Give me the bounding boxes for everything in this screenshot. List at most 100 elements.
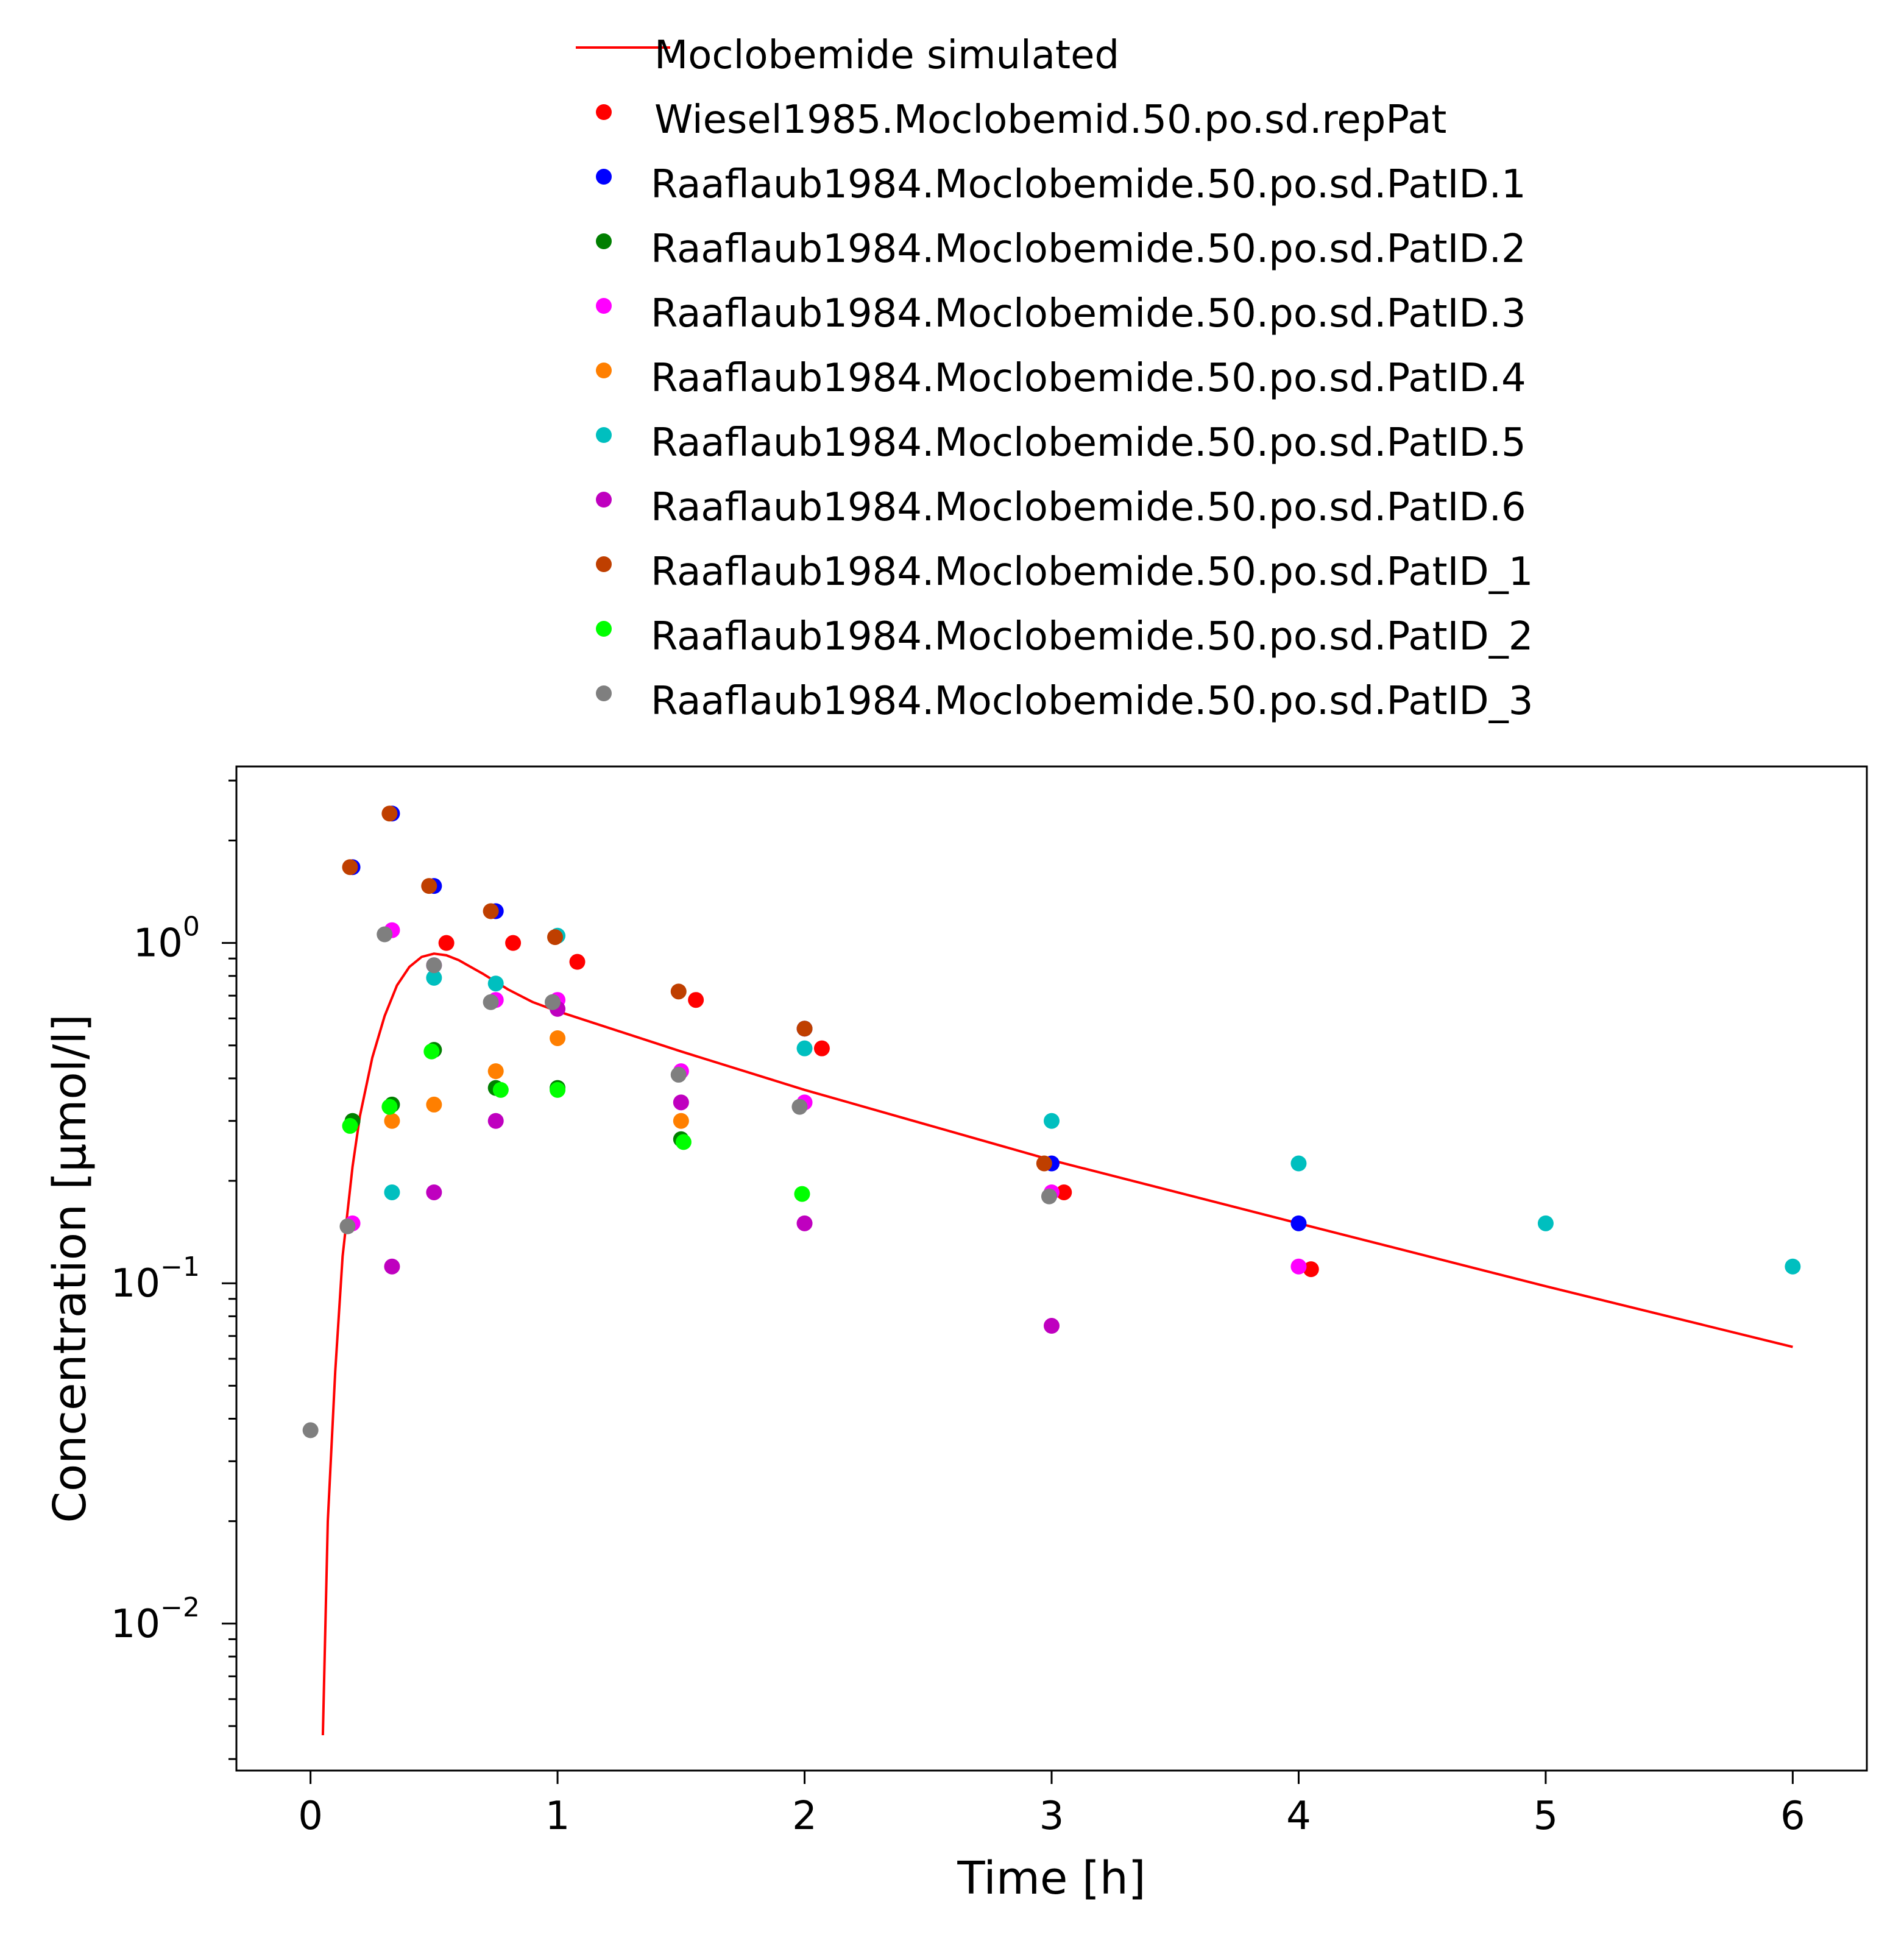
legend-marker-swatch — [596, 233, 612, 249]
data-point-series-8 — [342, 859, 358, 876]
data-point-series-8 — [1036, 1155, 1052, 1172]
legend-label: Moclobemide simulated — [654, 33, 1119, 78]
data-point-series-10 — [483, 994, 499, 1010]
legend-label: Raaflaub1984.Moclobemide.50.po.sd.PatID.… — [651, 356, 1526, 401]
legend-label: Raaflaub1984.Moclobemide.50.po.sd.PatID.… — [651, 485, 1526, 530]
legend-item: Wiesel1985.Moclobemid.50.po.sd.repPat — [596, 97, 1446, 143]
legend-marker-swatch — [596, 363, 612, 378]
legend-label: Wiesel1985.Moclobemid.50.po.sd.repPat — [654, 97, 1446, 143]
x-tick-label: 0 — [298, 1794, 323, 1839]
data-point-series-5 — [673, 1113, 689, 1129]
data-point-series-1 — [813, 1040, 830, 1056]
x-tick-label: 1 — [545, 1794, 570, 1839]
simulated-line — [321, 952, 1793, 1736]
legend: Moclobemide simulated Wiesel1985.Moclobem… — [576, 33, 1533, 724]
data-point-series-1 — [1056, 1184, 1072, 1200]
data-point-series-9 — [550, 1081, 566, 1098]
legend-label: Raaflaub1984.Moclobemide.50.po.sd.PatID_… — [651, 679, 1533, 724]
x-tick-label: 3 — [1039, 1794, 1064, 1839]
data-point-series-10 — [339, 1218, 356, 1234]
data-point-series-1 — [438, 935, 455, 951]
data-point-series-9 — [794, 1186, 810, 1202]
data-point-series-10 — [791, 1099, 808, 1115]
legend-label: Raaflaub1984.Moclobemide.50.po.sd.PatID.… — [651, 291, 1526, 336]
legend-marker-swatch — [596, 556, 612, 572]
legend-item: Raaflaub1984.Moclobemide.50.po.sd.PatID.… — [596, 162, 1526, 207]
data-point-series-7 — [384, 1258, 400, 1275]
x-tick-label: 4 — [1286, 1794, 1311, 1839]
legend-marker-swatch — [596, 621, 612, 637]
data-point-series-5 — [384, 1113, 400, 1129]
legend-item: Raaflaub1984.Moclobemide.50.po.sd.PatID_… — [596, 614, 1533, 659]
y-tick-label-exponent: −1 — [160, 1251, 200, 1283]
legend-marker-swatch — [596, 427, 612, 443]
x-axis: 0 1 2 3 4 5 6 — [298, 1771, 1805, 1839]
legend-marker-swatch — [596, 298, 612, 314]
data-point-series-7 — [796, 1215, 813, 1231]
data-point-series-8 — [547, 929, 564, 946]
data-point-series-6 — [384, 1184, 400, 1200]
data-point-series-8 — [796, 1021, 813, 1037]
data-point-series-8 — [483, 903, 499, 919]
legend-item: Raaflaub1984.Moclobemide.50.po.sd.PatID_… — [596, 550, 1533, 595]
data-point-series-8 — [670, 983, 687, 1000]
y-tick-label: 100 — [133, 911, 200, 966]
data-point-series-1 — [688, 992, 704, 1008]
data-point-series-5 — [487, 1063, 504, 1080]
legend-label: Raaflaub1984.Moclobemide.50.po.sd.PatID_… — [651, 550, 1533, 595]
x-tick-label: 6 — [1780, 1794, 1805, 1839]
legend-label: Raaflaub1984.Moclobemide.50.po.sd.PatID.… — [651, 162, 1526, 207]
data-point-series-5 — [426, 1096, 442, 1113]
legend-item: Raaflaub1984.Moclobemide.50.po.sd.PatID.… — [596, 227, 1526, 272]
data-point-series-2 — [1290, 1215, 1307, 1231]
data-point-series-6 — [1537, 1215, 1554, 1231]
data-point-series-9 — [675, 1134, 692, 1150]
data-point-series-9 — [381, 1099, 398, 1115]
legend-item: Raaflaub1984.Moclobemide.50.po.sd.PatID.… — [596, 485, 1526, 530]
data-point-series-1 — [569, 954, 586, 970]
legend-label: Raaflaub1984.Moclobemide.50.po.sd.PatID.… — [651, 420, 1526, 465]
data-point-series-6 — [796, 1040, 813, 1056]
data-point-series-10 — [1041, 1188, 1057, 1205]
data-point-series-6 — [1290, 1155, 1307, 1172]
legend-item-simulated: Moclobemide simulated — [576, 33, 1119, 78]
data-point-series-8 — [421, 878, 437, 894]
data-point-series-6 — [426, 969, 442, 986]
data-point-series-7 — [426, 1184, 442, 1200]
y-tick-label-base: 10 — [111, 1602, 160, 1647]
data-marks — [302, 805, 1801, 1736]
data-point-series-10 — [302, 1422, 319, 1439]
data-point-series-6 — [1044, 1113, 1060, 1129]
data-point-series-1 — [505, 935, 522, 951]
data-point-series-7 — [673, 1094, 689, 1111]
data-point-series-7 — [487, 1113, 504, 1129]
y-axis-title: Concentration [µmol/l] — [44, 1014, 96, 1523]
y-tick-label-exponent: −2 — [160, 1592, 200, 1623]
y-tick-label: 10−2 — [111, 1592, 200, 1647]
y-tick-label-exponent: 0 — [183, 911, 200, 943]
legend-item: Raaflaub1984.Moclobemide.50.po.sd.PatID_… — [596, 679, 1533, 724]
data-point-series-1 — [1303, 1261, 1319, 1278]
legend-label: Raaflaub1984.Moclobemide.50.po.sd.PatID_… — [651, 614, 1533, 659]
x-tick-label: 5 — [1534, 1794, 1559, 1839]
legend-marker-swatch — [596, 492, 612, 508]
data-point-series-10 — [670, 1066, 687, 1083]
data-point-series-5 — [550, 1030, 566, 1046]
y-tick-label-base: 10 — [133, 921, 183, 966]
data-point-series-6 — [1785, 1258, 1801, 1275]
x-axis-title: Time [h] — [957, 1852, 1145, 1905]
legend-item: Raaflaub1984.Moclobemide.50.po.sd.PatID.… — [596, 291, 1526, 336]
data-point-series-10 — [377, 926, 393, 943]
data-point-series-7 — [1044, 1318, 1060, 1334]
data-point-series-10 — [544, 994, 561, 1010]
data-point-series-10 — [426, 957, 442, 974]
legend-label: Raaflaub1984.Moclobemide.50.po.sd.PatID.… — [651, 227, 1526, 272]
data-point-series-9 — [492, 1081, 509, 1098]
x-tick-label: 2 — [792, 1794, 817, 1839]
y-tick-label: 10−1 — [111, 1251, 200, 1306]
legend-item: Raaflaub1984.Moclobemide.50.po.sd.PatID.… — [596, 356, 1526, 401]
